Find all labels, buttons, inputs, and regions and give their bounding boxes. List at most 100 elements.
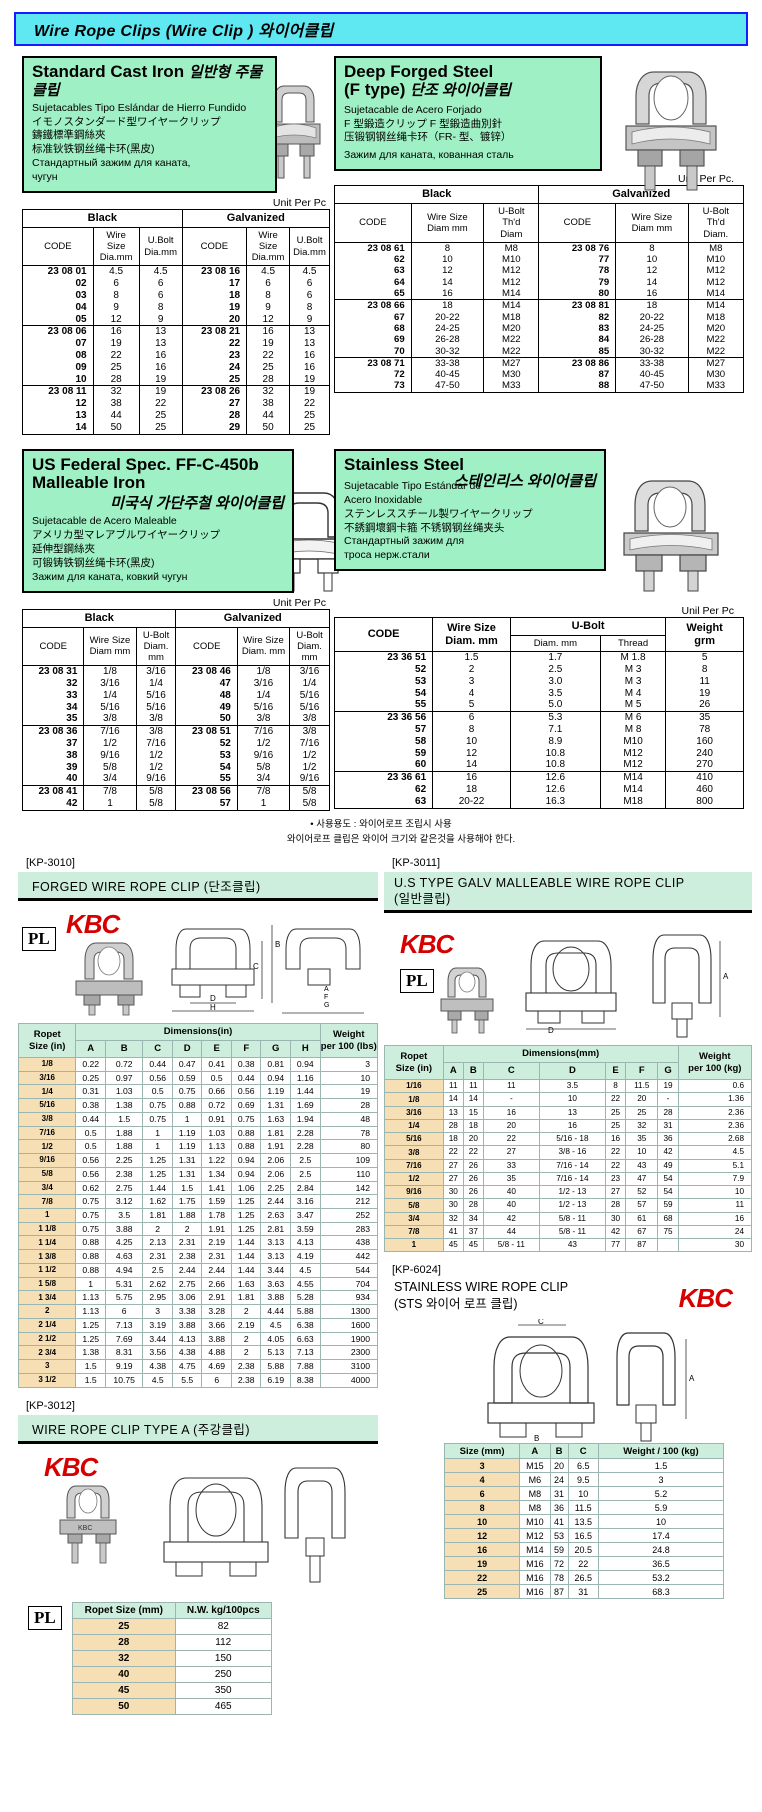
cell-weight: 142 [319, 1180, 379, 1196]
cell-wire-size-galv: 5/16 [236, 701, 291, 714]
cell-dim-d: 0.88 [171, 1098, 203, 1113]
table-row: 65 16 M14 80 16 M14 [334, 287, 745, 300]
table-row: 1 1/4 0.88 4.25 2.13 2.31 2.19 1.44 3.13 4.13 438 [17, 1235, 379, 1251]
col-dimensions: Dimensions(in) [163, 1026, 233, 1038]
cell-ubolt-galv: M20 [687, 322, 745, 335]
cell-weight: 704 [319, 1276, 379, 1292]
cell-dim-a: 18 [442, 1132, 464, 1147]
cell-weight: 1.5 [597, 1458, 725, 1474]
table-stainless: CODE Wire Size Diam. mm U-Bolt Weight grm … [333, 617, 744, 809]
cell-dim-c: 4.5 [142, 1372, 173, 1388]
cell-dim-f: 0.56 [230, 1084, 262, 1100]
cell-wire-size-black: 12 [410, 265, 485, 277]
table-row: 2 1.13 6 3 3.38 3.28 2 4.44 5.88 1300 [17, 1304, 379, 1319]
cell-dim-h: 4.5 [290, 1262, 321, 1278]
cell-ubolt-galv: 8 [289, 301, 330, 314]
cell-dim-c: 1.81 [142, 1207, 173, 1223]
cell-dim-f: 2 [230, 1345, 262, 1361]
cell-ubolt-diam: 10.8 [509, 747, 601, 760]
cell-wire-size-black: 50 [92, 421, 140, 435]
cell-ubolt-thread: M 4 [599, 687, 667, 700]
kp3010-title: FORGED WIRE ROPE CLIP (단조클립) [18, 872, 378, 902]
cell-wire-size: 14 [432, 759, 511, 772]
col-code-galv: CODE [563, 217, 592, 229]
cell-dim-a: 0.31 [75, 1084, 106, 1100]
cell-a: M16 [519, 1584, 551, 1600]
table-row: 5/16 0.38 1.38 0.75 0.88 0.72 0.69 1.31 1.69 28 [17, 1098, 379, 1113]
cell-dim-d: 4.38 [171, 1345, 203, 1361]
deep-forged-steel-title: Deep Forged Steel (F type) 단조 와이어클립 [344, 62, 511, 100]
cell-c: 6.5 [567, 1458, 599, 1474]
col-dim-c: C [482, 1062, 540, 1081]
cell-dim-c: 40 [482, 1198, 540, 1213]
cell-dim-e: 0.41 [201, 1056, 232, 1072]
cell-code-galv: 80 [538, 287, 617, 300]
cell-ubolt-galv: 19 [289, 373, 330, 386]
cell-wire-size-galv: 8 [246, 290, 291, 302]
us-federal-title-ko: 미국식 가단주철 와이어클립 [110, 495, 284, 513]
cell-dim-h: 5.28 [290, 1290, 321, 1306]
cell-wire-size-black: 10 [410, 254, 485, 266]
cell-b: 41 [549, 1514, 569, 1530]
cell-dim-e: 16 [604, 1132, 627, 1147]
cell-dim-e: 0.66 [201, 1084, 232, 1100]
cell-ubolt-black: 3/8 [135, 713, 177, 726]
cell-dim-b: 7.13 [104, 1317, 144, 1333]
col-dim-b: B [462, 1062, 484, 1081]
cell-weight: 36.5 [597, 1556, 725, 1572]
cell-dim-b: 3.88 [104, 1221, 144, 1237]
cell-dim-f: 1.81 [230, 1290, 262, 1306]
cell-dim-c: 1 [142, 1125, 173, 1141]
cell-dim-g: - [657, 1092, 679, 1107]
table-row: 1 3/4 1.13 5.75 2.95 3.06 2.91 1.81 3.88 5.28 934 [17, 1290, 379, 1306]
cell-rope-size: 5/16 [17, 1098, 77, 1113]
cell-code-black: 62 [334, 254, 412, 266]
table-row: 1 3/8 0.88 4.63 2.31 2.38 2.31 1.44 3.13 4.19 442 [17, 1249, 379, 1264]
table-row: 1 5/8 1 5.31 2.62 2.75 2.66 1.63 3.63 4.55 704 [17, 1276, 379, 1292]
cell-wire-size-galv: 44 [246, 410, 291, 422]
section-standard-cast-iron: Standard Cast Iron 일반형 주물클립 Sujetacables… [22, 56, 331, 435]
cell-dim-c: 22 [482, 1132, 540, 1147]
cell-weight: 11 [665, 675, 744, 688]
cell-wire-size-galv: 8 [615, 241, 689, 255]
table-row: 1/16 11 11 11 3.5 8 11.5 19 0.6 [384, 1079, 753, 1094]
col-ubolt: U-Bolt Th'd Diam [498, 206, 525, 240]
cell-code-black: 23 08 06 [22, 325, 94, 339]
cell-dim-g: 42 [657, 1145, 679, 1160]
cell-dim-e: 0.91 [201, 1111, 232, 1127]
table-row: 45 350 [71, 1681, 272, 1699]
cell-dim-e: 6 [201, 1372, 232, 1388]
cell-dim-b: 4.94 [104, 1262, 144, 1278]
table-row: 1 1/2 0.88 4.94 2.5 2.44 2.44 1.44 3.44 4.5 544 [17, 1262, 379, 1278]
clip-photo-icon: KBC [59, 1485, 117, 1563]
unit-per-pc-stainless: Unil Per Pc [681, 605, 734, 618]
cell-dim-h: 7.88 [290, 1359, 321, 1374]
cell-ubolt-black: 8 [138, 301, 183, 314]
cell-dim-f: 11.5 [625, 1079, 659, 1094]
table-body: 3 M15 20 6.5 1.5 4 M6 24 9.5 3 6 M8 31 10 5.2 8 M8 36 11.5… [443, 1458, 725, 1600]
cell-rope-size: 25 [71, 1617, 176, 1635]
cell-wire-size-galv: 6 [246, 278, 291, 291]
cell-ubolt-galv: 13 [289, 338, 330, 351]
cell-size: 16 [443, 1542, 521, 1558]
cell-rope-size: 9/16 [17, 1153, 77, 1168]
cell-dim-b: 26 [462, 1171, 484, 1187]
table-row: 60 14 10.8 M12 270 [333, 759, 744, 772]
cell-rope-size: 1/2 [384, 1171, 444, 1187]
cell-rope-size: 3 1/2 [17, 1372, 77, 1388]
cell-dim-h: 3.59 [290, 1221, 321, 1237]
table-row: 2 1/4 1.25 7.13 3.19 3.88 3.66 2.19 4.5 6.38 1600 [17, 1317, 379, 1333]
cell-dim-d: 5/16 - 18 [538, 1132, 606, 1147]
wire-clip-photo-stainless [616, 475, 728, 595]
cell-code: 58 [333, 735, 434, 748]
cell-rope-size: 3/16 [384, 1105, 444, 1120]
cell-dim-c: 0.75 [142, 1098, 173, 1113]
cell-dim-d: 5/8 - 11 [538, 1224, 606, 1240]
kp3011-title-line1: U.S TYPE GALV MALLEABLE WIRE ROPE CLIP [394, 876, 685, 891]
cell-wire-size-black: 8 [410, 241, 485, 255]
cell-dim-b: 3.12 [104, 1194, 144, 1209]
cell-wire-size-galv: 3/4 [236, 773, 291, 786]
cell-weight: 3100 [319, 1359, 379, 1374]
cell-weight: 3 [319, 1056, 379, 1072]
